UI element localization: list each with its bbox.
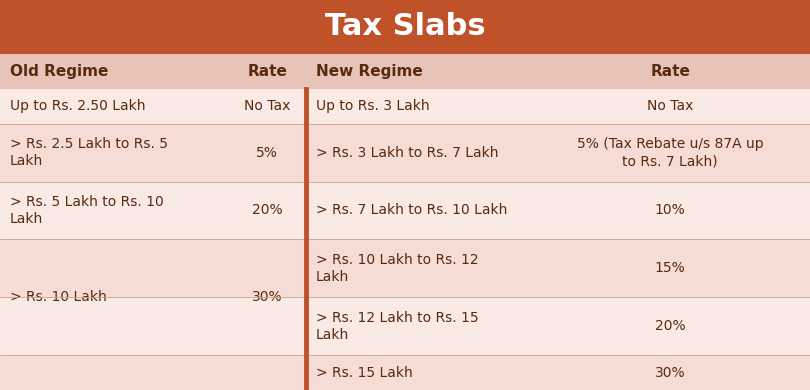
Text: New Regime: New Regime xyxy=(316,64,423,79)
Text: Old Regime: Old Regime xyxy=(10,64,108,79)
Text: > Rs. 2.5 Lakh to Rs. 5
Lakh: > Rs. 2.5 Lakh to Rs. 5 Lakh xyxy=(10,137,168,168)
Text: > Rs. 7 Lakh to Rs. 10 Lakh: > Rs. 7 Lakh to Rs. 10 Lakh xyxy=(316,204,507,218)
Text: No Tax: No Tax xyxy=(244,99,291,113)
Text: Up to Rs. 2.50 Lakh: Up to Rs. 2.50 Lakh xyxy=(10,99,145,113)
Bar xyxy=(0,298,810,355)
Text: > Rs. 12 Lakh to Rs. 15
Lakh: > Rs. 12 Lakh to Rs. 15 Lakh xyxy=(316,311,479,342)
Bar xyxy=(0,181,810,239)
Bar xyxy=(0,89,810,124)
Text: Rate: Rate xyxy=(650,64,690,79)
Text: Up to Rs. 3 Lakh: Up to Rs. 3 Lakh xyxy=(316,99,429,113)
Bar xyxy=(0,124,810,181)
Text: > Rs. 5 Lakh to Rs. 10
Lakh: > Rs. 5 Lakh to Rs. 10 Lakh xyxy=(10,195,164,226)
Text: > Rs. 15 Lakh: > Rs. 15 Lakh xyxy=(316,366,412,380)
Text: Tax Slabs: Tax Slabs xyxy=(325,12,485,41)
Text: 30%: 30% xyxy=(252,291,283,305)
Text: > Rs. 10 Lakh to Rs. 12
Lakh: > Rs. 10 Lakh to Rs. 12 Lakh xyxy=(316,253,479,284)
Text: Rate: Rate xyxy=(247,64,288,79)
Bar xyxy=(0,54,810,89)
Text: 20%: 20% xyxy=(655,319,685,333)
Bar xyxy=(0,239,810,298)
Text: 5% (Tax Rebate u/s 87A up
to Rs. 7 Lakh): 5% (Tax Rebate u/s 87A up to Rs. 7 Lakh) xyxy=(577,137,764,168)
Bar xyxy=(0,355,810,390)
Text: > Rs. 10 Lakh: > Rs. 10 Lakh xyxy=(10,291,106,305)
Text: > Rs. 3 Lakh to Rs. 7 Lakh: > Rs. 3 Lakh to Rs. 7 Lakh xyxy=(316,145,498,160)
Bar xyxy=(0,0,810,54)
Text: 20%: 20% xyxy=(252,204,283,218)
Text: 10%: 10% xyxy=(655,204,685,218)
Text: No Tax: No Tax xyxy=(647,99,693,113)
Text: 5%: 5% xyxy=(256,145,279,160)
Text: 15%: 15% xyxy=(655,261,685,275)
Text: 30%: 30% xyxy=(655,366,685,380)
